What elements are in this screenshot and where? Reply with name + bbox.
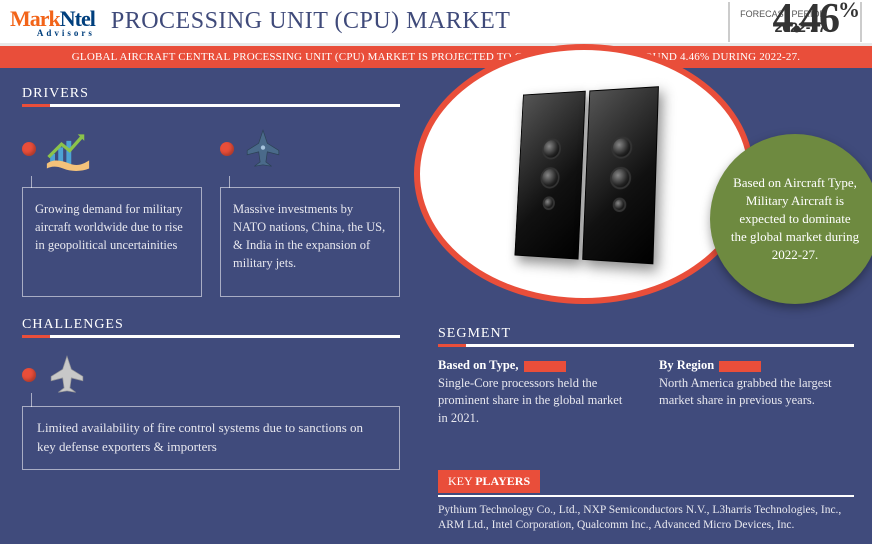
segment-type-body: Single-Core processors held the prominen… (438, 376, 622, 425)
kp-label-b: PLAYERS (475, 474, 530, 488)
driver-text: Massive investments by NATO nations, Chi… (220, 187, 400, 297)
kp-label-a: KEY (448, 474, 475, 488)
segment-section: SEGMENT Based on Type, Single-Core proce… (438, 326, 854, 427)
header-divider (860, 2, 862, 42)
highlight-badge: Based on Aircraft Type, Military Aircraf… (710, 134, 872, 304)
hero-graphic (414, 44, 754, 304)
fighter-jet-grey-icon (44, 352, 90, 398)
segment-region-lead: By Region (659, 358, 714, 372)
accent-chip-icon (524, 361, 566, 372)
brand-logo: MarkNtel Advisors (0, 2, 105, 42)
fighter-jet-icon (240, 126, 286, 172)
drivers-underline (22, 104, 400, 107)
segment-region-body: North America grabbed the largest market… (659, 376, 832, 408)
drivers-row: Growing demand for military aircraft wor… (22, 121, 400, 297)
driver-item: Growing demand for military aircraft wor… (22, 121, 202, 297)
segment-type-lead: Based on Type, (438, 358, 518, 372)
brand-word-b: Ntel (60, 6, 95, 31)
segment-columns: Based on Type, Single-Core processors he… (438, 357, 854, 427)
infographic-root: MarkNtel Advisors PROCESSING UNIT (CPU) … (0, 0, 872, 547)
segment-underline (438, 344, 854, 347)
challenges-underline (22, 335, 400, 338)
bullet-dot-icon (22, 368, 36, 382)
driver-icon-wrap (220, 121, 400, 177)
right-panel: Based on Aircraft Type, Military Aircraf… (420, 68, 872, 544)
cpu-hardware-icon (432, 62, 736, 286)
drivers-title: DRIVERS (22, 86, 400, 102)
page-title: PROCESSING UNIT (CPU) MARKET (105, 8, 718, 35)
cagr-number: 4.46 (773, 0, 839, 42)
driver-item: Massive investments by NATO nations, Chi… (220, 121, 400, 297)
cagr-suffix: % (838, 0, 858, 22)
accent-chip-icon (719, 361, 761, 372)
header-bar: MarkNtel Advisors PROCESSING UNIT (CPU) … (0, 0, 872, 46)
challenge-icon-wrap (22, 352, 400, 398)
brand-word-a: Mark (10, 6, 60, 31)
segment-region: By Region North America grabbed the larg… (659, 357, 854, 427)
key-players-label: KEY PLAYERS (438, 470, 540, 493)
key-players-section: KEY PLAYERS Pythium Technology Co., Ltd.… (438, 470, 854, 534)
key-players-underline (438, 495, 854, 497)
challenge-text: Limited availability of fire control sys… (22, 406, 400, 470)
bullet-dot-icon (22, 142, 36, 156)
key-players-list: Pythium Technology Co., Ltd., NXP Semico… (438, 503, 854, 534)
main-area: DRIVERS Growing (0, 68, 872, 544)
header-divider (728, 2, 730, 42)
segment-type: Based on Type, Single-Core processors he… (438, 357, 633, 427)
challenges-title: CHALLENGES (22, 317, 400, 333)
driver-text: Growing demand for military aircraft wor… (22, 187, 202, 297)
bullet-dot-icon (220, 142, 234, 156)
highlight-badge-text: Based on Aircraft Type, Military Aircraf… (730, 174, 860, 265)
left-panel: DRIVERS Growing (0, 68, 420, 544)
cagr-value: 4.46% (773, 0, 859, 43)
growth-hand-icon (42, 123, 94, 175)
segment-title: SEGMENT (438, 326, 854, 342)
driver-icon-wrap (22, 121, 202, 177)
